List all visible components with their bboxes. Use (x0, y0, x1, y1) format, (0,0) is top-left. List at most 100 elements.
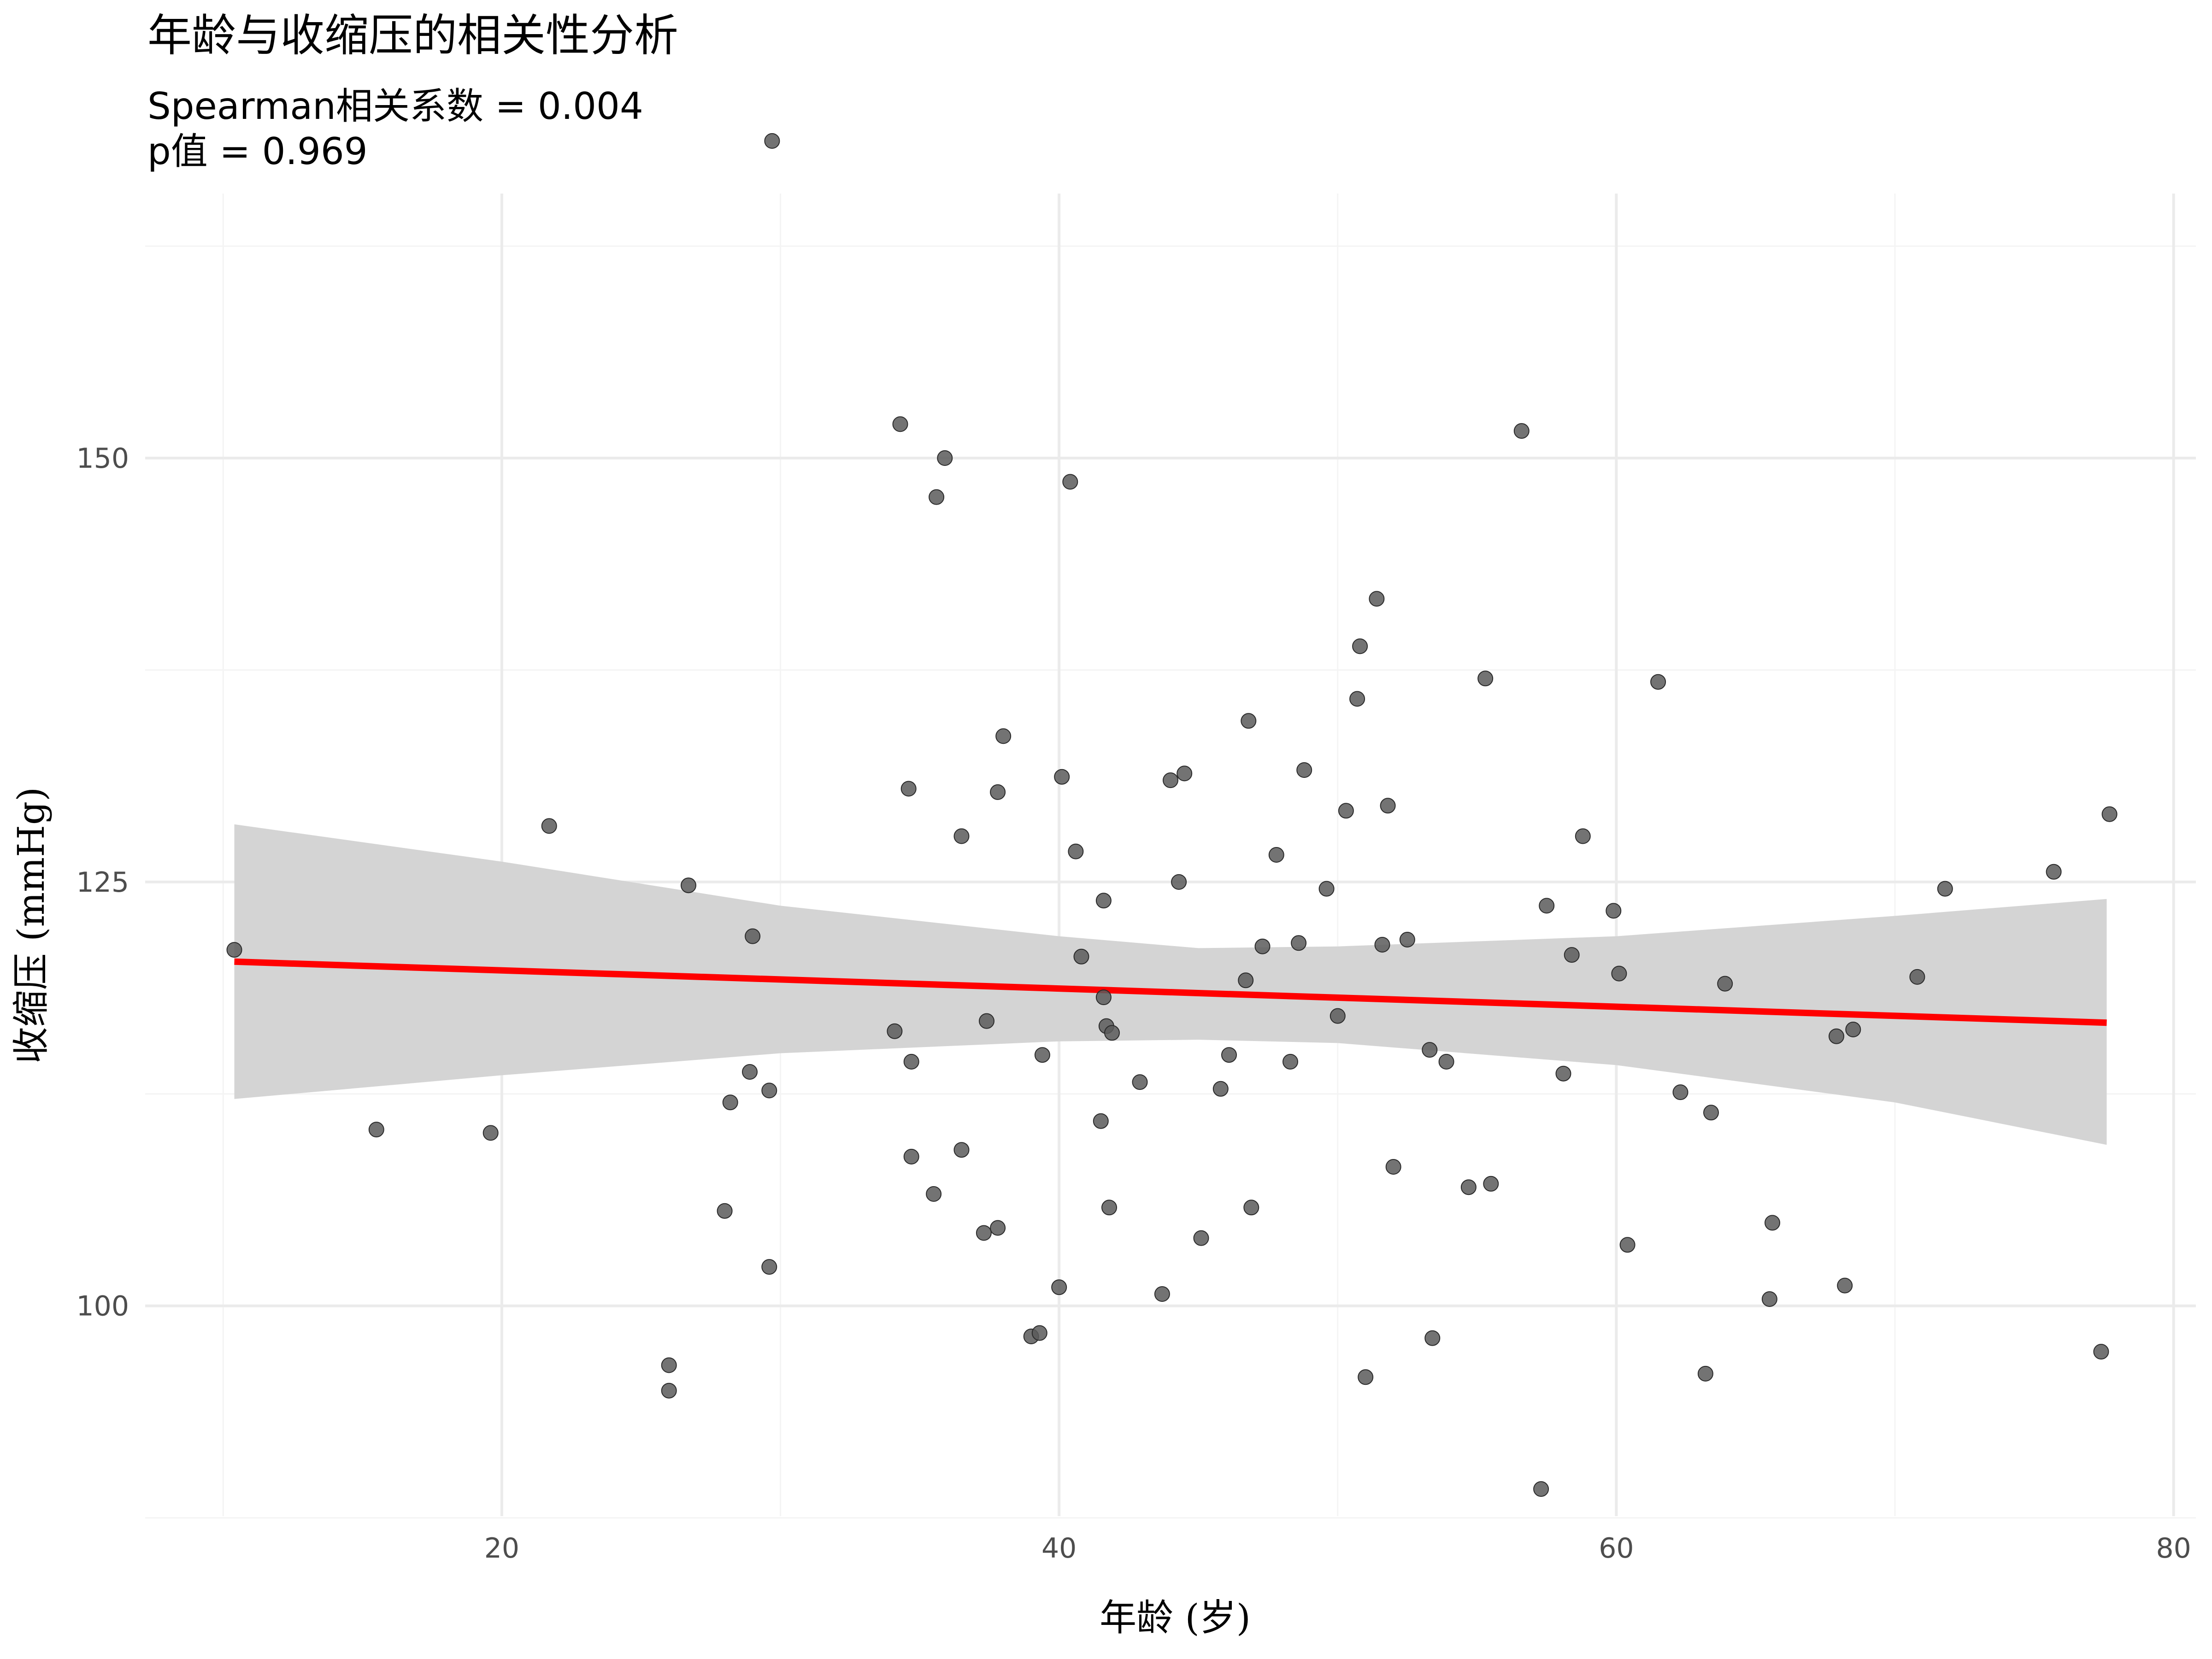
x-axis-tick-labels: 20 40 60 80 (484, 1532, 2191, 1565)
data-points (226, 133, 2118, 1497)
data-point (903, 1148, 919, 1165)
data-point (1697, 1365, 1713, 1382)
y-axis-label: 收缩压 (mmHg) (10, 787, 53, 1064)
data-point (1062, 474, 1078, 490)
data-point (1051, 1279, 1067, 1295)
data-point (717, 1203, 733, 1219)
data-point (1424, 1330, 1441, 1346)
data-point (2093, 1344, 2109, 1360)
data-point (995, 728, 1012, 744)
data-point (1095, 989, 1112, 1006)
data-point (661, 1357, 677, 1373)
data-point (722, 1094, 738, 1111)
data-point (1369, 591, 1385, 607)
data-point (1177, 765, 1193, 782)
data-point (1703, 1105, 1719, 1121)
data-point (1385, 1159, 1401, 1175)
data-point (1539, 898, 1555, 914)
data-point (1937, 881, 1953, 897)
data-point (1093, 1113, 1109, 1129)
data-point (990, 1220, 1006, 1236)
data-point (1564, 947, 1580, 963)
data-point (1483, 1176, 1499, 1192)
data-point (1650, 674, 1666, 690)
data-point (1717, 976, 1733, 992)
data-point (990, 784, 1006, 800)
data-point (2046, 864, 2062, 880)
data-point (1268, 847, 1284, 863)
x-axis-label: 年龄 (岁) (1100, 1596, 1251, 1639)
data-point (742, 1064, 758, 1080)
data-point (1238, 972, 1254, 988)
data-point (761, 1259, 777, 1275)
data-point (1132, 1074, 1148, 1090)
chart-subtitle-line-1: Spearman相关系数 = 0.004 (147, 85, 643, 128)
data-point (226, 942, 242, 958)
data-point (1575, 828, 1591, 844)
data-point (1193, 1230, 1209, 1246)
chart-subtitle-line-2: p值 = 0.969 (147, 130, 368, 173)
data-point (1073, 948, 1089, 965)
data-point (1765, 1215, 1780, 1231)
data-point (892, 416, 908, 432)
data-point (1672, 1084, 1688, 1100)
x-tick-label: 20 (484, 1532, 519, 1565)
data-point (1619, 1237, 1635, 1253)
data-point (979, 1013, 994, 1029)
data-point (937, 450, 953, 466)
data-point (1438, 1053, 1454, 1070)
data-point (1533, 1481, 1549, 1497)
data-point (1243, 1200, 1259, 1216)
data-point (1282, 1053, 1298, 1070)
data-point (1338, 803, 1354, 819)
data-point (1358, 1369, 1374, 1385)
data-point (1068, 843, 1084, 859)
data-point (953, 828, 970, 844)
data-point (1761, 1291, 1777, 1307)
confidence-band (234, 824, 2107, 1145)
confidence-band-layer (234, 824, 2107, 1145)
data-point (541, 818, 557, 834)
data-point (1330, 1008, 1346, 1024)
data-point (1829, 1028, 1844, 1044)
data-point (745, 928, 761, 944)
data-point (681, 877, 696, 894)
data-point (1845, 1022, 1861, 1037)
data-point (953, 1142, 970, 1158)
data-point (1241, 713, 1257, 729)
data-point (1291, 935, 1307, 951)
regression-line (234, 958, 2107, 1026)
data-point (1171, 874, 1187, 890)
data-point (1513, 423, 1530, 439)
data-point (1422, 1042, 1438, 1058)
data-point (2101, 806, 2118, 822)
data-point (887, 1023, 903, 1039)
y-tick-label: 125 (76, 866, 129, 899)
data-point (1163, 772, 1178, 788)
x-tick-label: 60 (1599, 1532, 1634, 1565)
data-point (1031, 1325, 1047, 1341)
data-point (1380, 798, 1396, 814)
data-point (1101, 1200, 1117, 1216)
data-point (1154, 1286, 1170, 1302)
data-point (368, 1122, 384, 1138)
data-point (1837, 1277, 1853, 1294)
data-point (926, 1186, 942, 1202)
y-tick-label: 150 (76, 442, 129, 475)
data-point (1296, 762, 1312, 778)
x-tick-label: 40 (1041, 1532, 1077, 1565)
data-point (1611, 965, 1627, 982)
data-point (1555, 1065, 1571, 1082)
y-axis-tick-labels: 100 125 150 (76, 442, 129, 1323)
data-point (1374, 937, 1390, 953)
data-point (1095, 893, 1112, 909)
data-point (1477, 671, 1494, 687)
data-point (1909, 969, 1925, 985)
data-point (761, 1082, 777, 1099)
data-point (976, 1225, 992, 1241)
data-point (1318, 881, 1335, 897)
y-tick-label: 100 (76, 1290, 129, 1323)
data-point (661, 1382, 677, 1399)
